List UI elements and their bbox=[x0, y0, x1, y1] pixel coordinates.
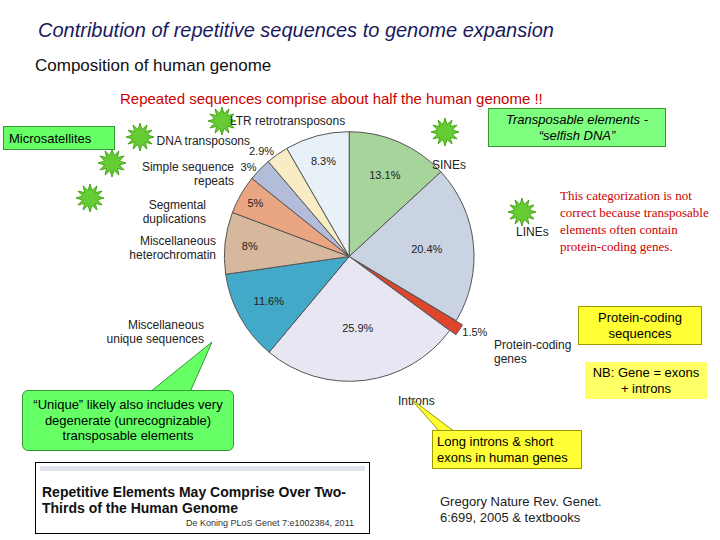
html-text:NB: Gene = exons + introns: NB: Gene = exons + introns bbox=[592, 365, 700, 396]
html-text:Repeated sequences comprise ab: Repeated sequences comprise about half t… bbox=[120, 90, 543, 107]
html-text:Simple sequence repeats: Simple sequence repeats bbox=[141, 160, 234, 189]
html-text:De Koning PLoS Genet 7:e100238: De Koning PLoS Genet 7:e1002384, 2011 bbox=[186, 518, 354, 528]
svg-text:8.3%: 8.3% bbox=[311, 155, 336, 167]
svg-text:13.1%: 13.1% bbox=[369, 169, 400, 181]
html-text:Gregory Nature Rev. Genet. 6:6: Gregory Nature Rev. Genet. 6:699, 2005 &… bbox=[440, 494, 602, 525]
html-text:Repetitive Elements May Compri: Repetitive Elements May Comprise Over Tw… bbox=[42, 484, 346, 517]
svg-text:11.6%: 11.6% bbox=[254, 295, 285, 307]
html-text:SINEs: SINEs bbox=[432, 158, 466, 172]
html-text:Segmental duplications: Segmental duplications bbox=[142, 198, 206, 227]
html-text:Composition of human genome: Composition of human genome bbox=[35, 56, 272, 75]
html-text:Protein-coding genes: Protein-coding genes bbox=[494, 338, 572, 367]
html-text:This categorization is not cor: This categorization is not correct becau… bbox=[560, 188, 709, 254]
html-text:DNA transposons: DNA transposons bbox=[156, 134, 250, 148]
html-text:Miscellaneous unique sequences: Miscellaneous unique sequences bbox=[106, 318, 204, 347]
html-text:“Unique” likely also includes: “Unique” likely also includes very degen… bbox=[33, 397, 223, 444]
svg-text:2.9%: 2.9% bbox=[249, 145, 274, 157]
html-text:Protein-coding sequences: Protein-coding sequences bbox=[598, 310, 682, 341]
html-text:Transposable elements - “selfi: Transposable elements - “selfish DNA” bbox=[505, 112, 648, 143]
html-text:Introns: Introns bbox=[398, 394, 435, 408]
svg-text:1.5%: 1.5% bbox=[462, 326, 487, 338]
svg-text:8%: 8% bbox=[242, 240, 258, 252]
svg-text:5%: 5% bbox=[247, 197, 263, 209]
svg-text:3%: 3% bbox=[241, 161, 257, 173]
html-text:Miscellaneous heterochromatin: Miscellaneous heterochromatin bbox=[129, 234, 216, 263]
html-text:Contribution of repetitive seq: Contribution of repetitive sequences to … bbox=[38, 19, 554, 41]
html-text:Microsatellites: Microsatellites bbox=[9, 131, 92, 146]
html-text:Long introns & short exons in: Long introns & short exons in human gene… bbox=[437, 434, 568, 465]
svg-text:20.4%: 20.4% bbox=[411, 243, 442, 255]
svg-text:25.9%: 25.9% bbox=[342, 322, 373, 334]
html-text:LTR retrotransposons: LTR retrotransposons bbox=[230, 114, 346, 128]
html-text:LINEs: LINEs bbox=[516, 225, 549, 239]
